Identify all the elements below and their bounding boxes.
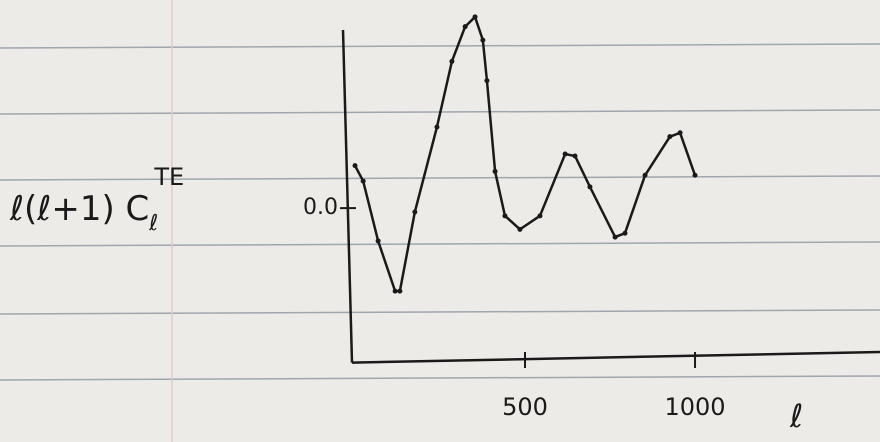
y-tick-label: 0.0 — [303, 195, 338, 220]
point — [622, 231, 627, 236]
x-tick-label: 500 — [502, 393, 548, 421]
point — [434, 125, 439, 130]
y-label-sub: ℓ — [148, 211, 158, 236]
point — [484, 78, 489, 83]
point — [563, 152, 568, 157]
point — [517, 227, 522, 232]
point — [643, 173, 648, 178]
point — [693, 173, 698, 178]
point — [613, 235, 618, 240]
y-label-sup: TE — [153, 163, 184, 191]
point — [667, 134, 672, 139]
x-tick-label: 1000 — [664, 393, 725, 421]
point — [572, 153, 577, 158]
point — [361, 179, 366, 184]
point — [353, 163, 358, 168]
point — [473, 14, 478, 19]
point — [587, 184, 592, 189]
chart: ℓ(ℓ+1) CℓTE ℓ 50010000.0 — [0, 0, 880, 442]
point — [393, 289, 398, 294]
point — [493, 169, 498, 174]
point — [376, 238, 381, 243]
point — [412, 209, 417, 214]
point — [537, 213, 542, 218]
point — [502, 213, 507, 218]
point — [397, 289, 402, 294]
point — [678, 130, 683, 135]
point — [463, 24, 468, 29]
point — [449, 59, 454, 64]
point — [480, 38, 485, 43]
x-axis-label: ℓ — [789, 397, 803, 435]
y-label-main: ℓ(ℓ+1) C — [9, 189, 149, 229]
